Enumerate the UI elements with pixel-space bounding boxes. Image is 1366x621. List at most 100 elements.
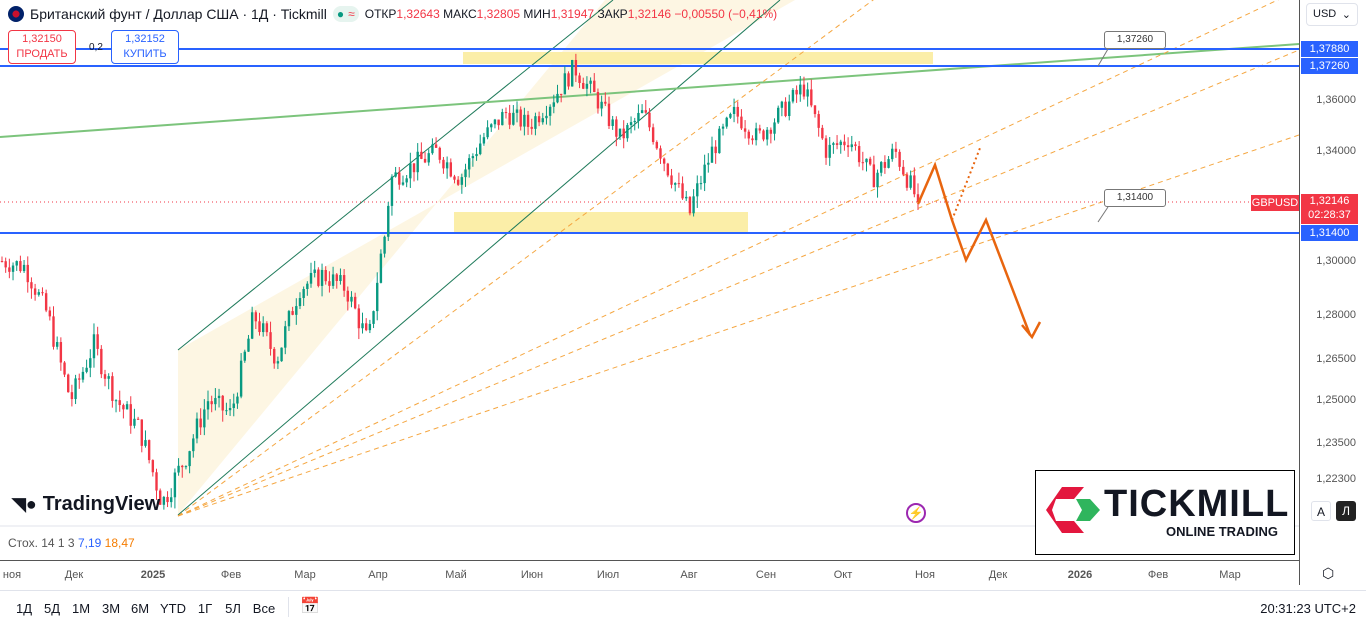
candle-body: [486, 127, 489, 138]
candle-body: [434, 144, 438, 148]
channel-fill: [178, 0, 795, 515]
range-button-5Д[interactable]: 5Д: [43, 601, 61, 616]
candle-body: [688, 196, 692, 214]
candle-body: [574, 60, 578, 76]
range-button-Все[interactable]: Все: [252, 601, 276, 616]
range-button-YTD[interactable]: YTD: [160, 601, 186, 616]
range-button-3М[interactable]: 3М: [101, 601, 121, 616]
range-button-1М[interactable]: 1М: [71, 601, 91, 616]
candle-body: [813, 105, 817, 115]
fib-fan-line: [177, 49, 1299, 517]
candle-body: [651, 127, 655, 143]
price-chart[interactable]: [0, 0, 1299, 560]
price-tick: 1,26500: [1316, 353, 1356, 365]
candle-body: [530, 126, 533, 129]
time-tick: Дек: [64, 569, 84, 581]
candle-body: [769, 129, 773, 134]
time-axis[interactable]: ноя Дек 2025 Фев Мар Апр Май Июн Июл Авг Сен Окт Ноя…: [0, 560, 1299, 585]
candle-body: [788, 101, 791, 117]
stochastic-indicator[interactable]: Стох. 14 1 3 7,19 18,47: [8, 536, 135, 550]
candle-body: [85, 367, 88, 372]
candle-body: [467, 158, 471, 170]
candle-body: [250, 312, 254, 339]
time-tick: Авг: [680, 569, 698, 581]
candle-body: [55, 342, 59, 347]
time-tick: Окт: [833, 569, 853, 581]
candle-body: [203, 409, 206, 428]
price-tick: 1,25000: [1316, 394, 1356, 406]
candle-body: [81, 371, 85, 380]
price-callout-upper[interactable]: 1,37260: [1104, 31, 1166, 49]
candle-body: [133, 418, 136, 426]
candle-body: [449, 162, 453, 177]
symbol-price-label: GBPUSD: [1251, 195, 1299, 211]
tradingview-logo[interactable]: ◥● TradingView: [12, 493, 161, 515]
candle-body: [637, 112, 640, 121]
clock[interactable]: 20:31:23 UTC+2: [1260, 601, 1356, 616]
candle-body: [398, 172, 401, 185]
symbol-header: Британский фунт / Доллар США · 1Д · Tick…: [8, 6, 777, 22]
candle-body: [48, 310, 52, 317]
candle-body: [758, 128, 762, 131]
candle-body: [379, 253, 383, 283]
calendar-goto-icon[interactable]: 📅: [300, 598, 320, 615]
candle-body: [243, 351, 246, 361]
candle-body: [850, 144, 853, 148]
sell-button[interactable]: 1,32150 ПРОДАТЬ: [8, 30, 76, 64]
price-tick: 1,22300: [1316, 473, 1356, 485]
candle-body: [328, 281, 331, 286]
range-button-6М[interactable]: 6М: [130, 601, 150, 616]
candle-body: [754, 128, 758, 141]
range-button-5Л[interactable]: 5Л: [225, 601, 241, 616]
symbol-title[interactable]: Британский фунт / Доллар США · 1Д · Tick…: [30, 6, 327, 22]
candle-body: [236, 396, 239, 404]
market-status[interactable]: ● ≈: [332, 6, 359, 22]
candle-body: [596, 91, 600, 109]
lightning-icon[interactable]: ⚡: [906, 503, 926, 523]
candle-body: [261, 323, 265, 333]
candle-body: [129, 404, 132, 426]
candle-body: [302, 289, 305, 299]
callout-pointer: [1097, 206, 1109, 223]
candle-body: [773, 122, 776, 134]
candle-body: [725, 117, 728, 127]
spread-value: 0,2: [89, 42, 103, 53]
candle-body: [100, 348, 103, 375]
log-scale-button[interactable]: Л: [1336, 501, 1356, 521]
auto-scale-button[interactable]: A: [1311, 501, 1331, 521]
price-callout-lower[interactable]: 1,31400: [1104, 189, 1166, 207]
chevron-down-icon: ⌄: [1341, 9, 1351, 21]
candle-body: [258, 321, 261, 333]
buy-button[interactable]: 1,32152 КУПИТЬ: [111, 30, 179, 64]
candle-body: [364, 323, 368, 331]
candle-body: [11, 265, 15, 272]
candle-body: [828, 144, 831, 158]
candle-body: [644, 110, 647, 113]
candle-body: [493, 119, 497, 125]
settings-icon[interactable]: ⬡: [1322, 565, 1335, 581]
last-price-label: 1,32146 02:28:37: [1301, 194, 1358, 224]
candle-body: [504, 112, 508, 114]
currency-select[interactable]: USD ⌄: [1306, 3, 1358, 26]
candle-body: [872, 164, 876, 188]
candle-body: [559, 93, 563, 95]
candle-body: [552, 102, 556, 107]
candle-body: [214, 398, 217, 405]
candle-body: [92, 334, 96, 359]
candle-body: [817, 114, 820, 128]
candle-body: [523, 114, 526, 127]
candle-body: [846, 145, 850, 148]
candle-body: [519, 109, 522, 127]
price-axis[interactable]: 1,37880 1,37260 1,36000 1,34000 1,31400 1,300…: [1299, 0, 1366, 585]
candle-body: [346, 290, 349, 302]
candle-body: [777, 107, 780, 123]
price-tick: 1,23500: [1316, 437, 1356, 449]
range-button-1Г[interactable]: 1Г: [197, 601, 213, 616]
candle-body: [228, 408, 232, 411]
candle-body: [147, 440, 151, 461]
candle-body: [843, 141, 846, 146]
range-button-1Д[interactable]: 1Д: [15, 601, 33, 616]
time-tick: Дек: [988, 569, 1008, 581]
candle-body: [320, 269, 324, 286]
candle-body: [821, 127, 824, 139]
